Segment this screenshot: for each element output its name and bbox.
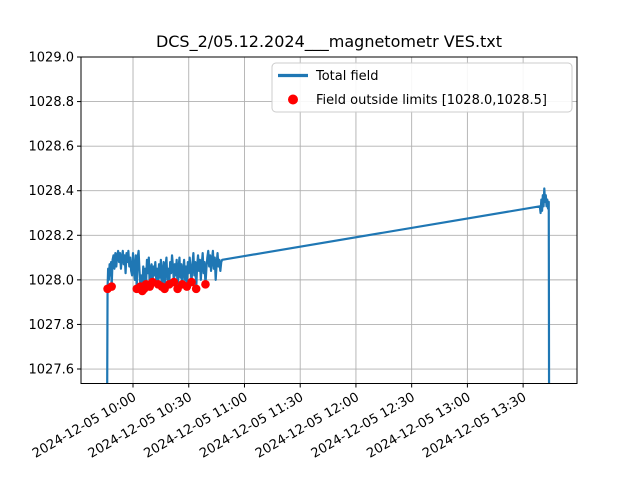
y-tick-label: 1028.4 <box>29 184 75 199</box>
x-tick-label: 2024-12-05 12:00 <box>253 390 362 462</box>
y-tick-label: 1029.0 <box>29 51 75 66</box>
legend-label-total-field: Total field <box>315 69 379 84</box>
data-series <box>103 187 551 384</box>
legend-dot-sample <box>288 94 298 105</box>
y-tick-label: 1028.6 <box>29 140 75 155</box>
axes-frame <box>80 56 578 384</box>
y-tick-label: 1027.6 <box>29 363 75 378</box>
x-tick-label: 2024-12-05 10:30 <box>86 390 195 462</box>
x-tick-label: 2024-12-05 13:30 <box>420 390 529 462</box>
total-field-line <box>106 187 551 384</box>
legend-label-outside-limits: Field outside limits [1028.0,1028.5] <box>316 93 547 108</box>
y-tick-label: 1028.8 <box>29 95 75 110</box>
outlier-point <box>107 282 116 291</box>
outlier-point <box>201 280 210 289</box>
legend-frame <box>271 62 573 113</box>
outlier-point <box>169 277 179 287</box>
y-tick-label: 1028.0 <box>29 273 75 288</box>
x-tick-label: 2024-12-05 13:00 <box>364 390 473 462</box>
outlier-point <box>191 284 201 294</box>
x-tick-label: 2024-12-05 10:00 <box>30 390 139 462</box>
y-tick-label: 1027.8 <box>29 318 75 333</box>
legend: Total field Field outside limits [1028.0,… <box>271 62 573 113</box>
x-tick-label: 2024-12-05 11:30 <box>197 390 306 462</box>
outlier-point <box>187 277 196 287</box>
y-tick-label: 1028.2 <box>29 229 75 244</box>
chart-title: DCS_2/05.12.2024___magnetometr VES.txt <box>156 32 502 52</box>
x-tick-label: 2024-12-05 12:30 <box>309 390 418 462</box>
x-tick-label: 2024-12-05 11:00 <box>142 390 251 462</box>
